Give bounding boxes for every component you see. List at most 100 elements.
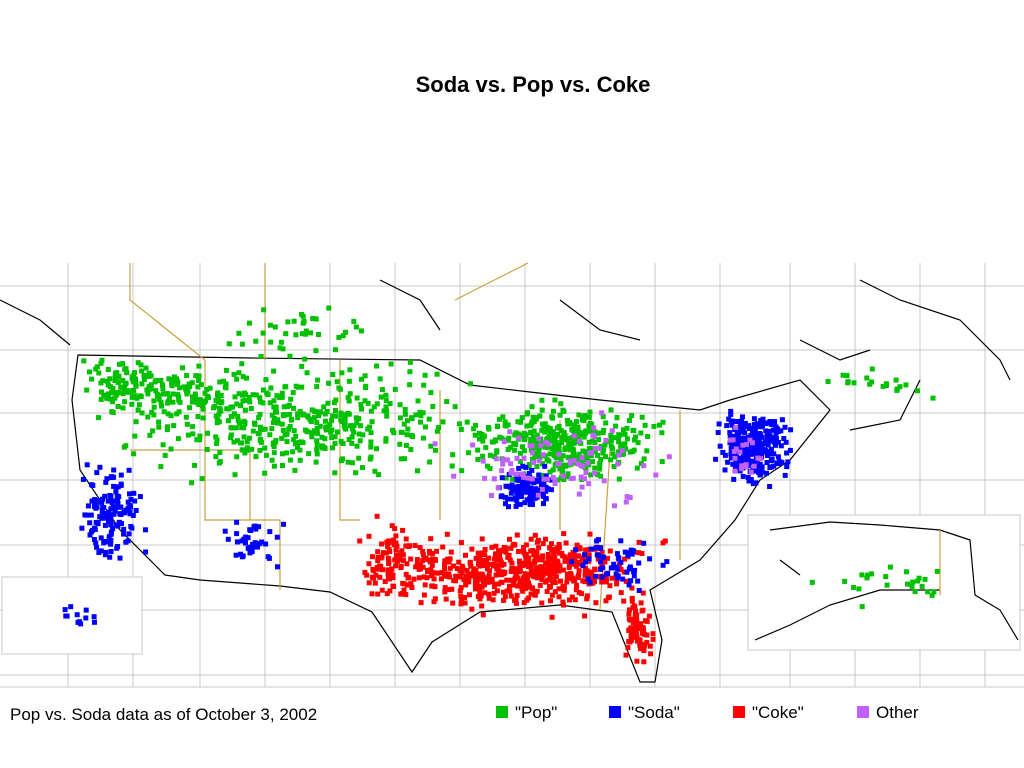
response-dot <box>629 626 635 632</box>
response-dot <box>541 476 547 482</box>
response-dot <box>180 365 185 371</box>
response-dot <box>447 565 453 571</box>
response-dot <box>93 540 99 546</box>
response-dot <box>727 434 733 440</box>
response-dot <box>316 413 321 419</box>
response-dot <box>771 463 777 469</box>
response-dot <box>528 447 534 453</box>
response-dot <box>611 435 617 441</box>
response-dot <box>550 566 556 572</box>
response-dot <box>624 494 630 500</box>
response-dot <box>513 566 519 572</box>
response-dot <box>365 400 371 406</box>
response-dot <box>585 547 591 553</box>
response-dot <box>518 419 523 425</box>
response-dot <box>546 438 552 444</box>
response-dot <box>389 523 395 529</box>
response-dot <box>618 590 624 596</box>
response-dot <box>302 356 308 362</box>
response-dot <box>598 473 604 479</box>
response-dot <box>303 328 309 334</box>
response-dot <box>552 462 558 468</box>
response-dot <box>370 554 375 560</box>
response-dot <box>600 430 606 436</box>
response-dot <box>560 585 566 591</box>
response-dot <box>402 407 408 412</box>
response-dot <box>297 457 303 463</box>
response-dot <box>543 570 549 575</box>
response-dot <box>291 428 297 434</box>
response-dot <box>565 558 570 564</box>
response-dot <box>630 449 635 454</box>
response-dot <box>556 461 562 467</box>
response-dot <box>540 493 546 499</box>
response-dot <box>489 544 495 550</box>
response-dot <box>633 609 638 614</box>
response-dot <box>91 614 97 620</box>
response-dot <box>314 447 320 453</box>
response-dot <box>557 563 563 569</box>
response-dot <box>520 548 526 554</box>
response-dot <box>632 567 638 573</box>
response-dot <box>633 434 638 440</box>
response-dot <box>253 338 259 344</box>
response-dot <box>399 429 405 435</box>
response-dot <box>478 593 484 599</box>
response-dot <box>622 556 628 562</box>
response-dot <box>242 397 248 403</box>
response-dot <box>751 446 756 452</box>
response-dot <box>599 410 605 416</box>
response-dot <box>502 569 508 575</box>
response-dot <box>160 442 166 448</box>
response-dot <box>420 410 426 416</box>
response-dot <box>386 561 392 566</box>
response-dot <box>517 580 523 585</box>
response-dot <box>580 432 586 438</box>
response-dot <box>615 435 621 441</box>
response-dot <box>859 604 865 610</box>
response-dot <box>523 542 529 548</box>
response-dot <box>615 461 621 467</box>
response-dot <box>635 550 641 556</box>
response-dot <box>424 575 430 581</box>
response-dot <box>284 439 290 445</box>
response-dot <box>129 525 135 531</box>
response-dot <box>122 399 128 405</box>
response-dot <box>249 446 255 452</box>
response-dot <box>916 575 922 581</box>
response-dot <box>206 395 211 401</box>
response-dot <box>609 575 615 581</box>
response-dot <box>291 405 297 411</box>
response-dot <box>482 582 487 587</box>
response-dot <box>283 384 289 390</box>
response-dot <box>404 561 410 567</box>
response-dot <box>368 430 374 436</box>
response-dot <box>322 436 328 442</box>
response-dot <box>397 415 403 421</box>
response-dot <box>233 552 239 558</box>
response-dot <box>730 461 736 467</box>
response-dot <box>329 435 335 441</box>
response-dot <box>537 568 543 574</box>
response-dot <box>526 595 532 601</box>
response-dot <box>470 570 476 576</box>
response-dot <box>96 550 102 555</box>
response-dot <box>184 391 190 397</box>
response-dot <box>485 579 491 585</box>
response-dot <box>543 536 548 542</box>
response-dot <box>94 470 100 476</box>
response-dot <box>466 574 472 580</box>
hawaii-inset <box>1 576 143 655</box>
response-dot <box>561 531 567 537</box>
response-dot <box>271 463 277 469</box>
response-dot <box>468 381 473 387</box>
response-dot <box>624 569 630 575</box>
response-dot <box>477 589 483 595</box>
response-dot <box>616 555 622 561</box>
response-dot <box>549 541 554 547</box>
response-dot <box>383 398 389 404</box>
response-dot <box>779 459 785 465</box>
response-dot <box>464 568 470 573</box>
response-dot <box>450 600 456 606</box>
response-dot <box>641 659 647 665</box>
